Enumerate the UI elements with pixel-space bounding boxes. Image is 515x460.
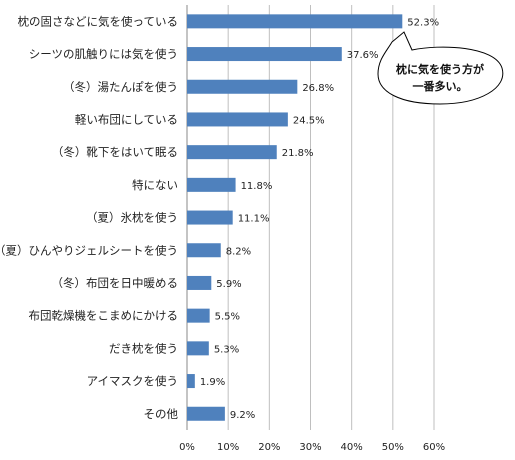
value-label: 37.6% [347,50,379,61]
x-tick-label: 60% [423,442,445,453]
value-label: 8.2% [226,246,251,257]
value-label: 26.8% [302,83,334,94]
category-label: だき枕を使う [109,341,178,355]
category-label: （夏）ひんやりジェルシートを使う [0,243,178,257]
bar [187,210,233,225]
value-label: 5.9% [216,279,241,290]
callout-bubble [377,31,504,105]
bar [187,145,277,160]
callout-line-1: 枕に気を使う方が [396,62,484,76]
bar [187,14,403,29]
value-label: 52.3% [407,17,439,28]
category-label: 枕の固さなどに気を使っている [18,14,178,28]
value-label: 1.9% [200,377,225,388]
value-labels: 52.3% 37.6% 26.8% 24.5% 21.8% 11.8% 11.1% 8.2% 5… [200,17,439,420]
x-axis-ticks: 0% 10% 20% 30% 40% 50% 60% [179,442,445,453]
category-label: （冬）布団を日中暖める [52,276,179,290]
value-label: 5.3% [214,344,239,355]
value-label: 5.5% [215,312,240,323]
x-tick-label: 50% [382,442,404,453]
category-label: 布団乾燥機をこまめにかける [29,309,179,323]
value-label: 9.2% [230,410,255,421]
x-tick-label: 20% [258,442,280,453]
bar [187,47,342,62]
value-label: 21.8% [282,148,314,159]
bar [187,308,210,323]
category-label: （冬）湯たんぽを使う [63,80,178,94]
bar [187,374,195,389]
category-label: アイマスクを使う [87,374,178,388]
value-label: 24.5% [293,115,325,126]
bars [187,14,403,421]
annotation-callout: 枕に気を使う方が 一番多い。 [377,31,504,105]
bar [187,79,298,94]
category-label: その他 [144,407,179,421]
category-label: （冬）靴下をはいて眠る [52,145,178,159]
callout-line-2: 一番多い。 [413,79,468,93]
category-label: シーツの肌触りには気を使う [29,47,178,61]
bar [187,112,288,127]
bar [187,341,209,356]
category-label: 軽い布団にしている [75,112,178,126]
x-tick-label: 30% [299,442,321,453]
bar [187,275,212,290]
bar [187,406,225,421]
x-tick-label: 10% [217,442,239,453]
x-tick-label: 0% [179,442,195,453]
x-tick-label: 40% [341,442,363,453]
bar [187,243,221,258]
value-label: 11.1% [238,214,270,225]
category-label: （夏）氷枕を使う [86,211,178,225]
category-label: 特にない [132,178,178,192]
bar [187,177,236,192]
value-label: 11.8% [241,181,273,192]
